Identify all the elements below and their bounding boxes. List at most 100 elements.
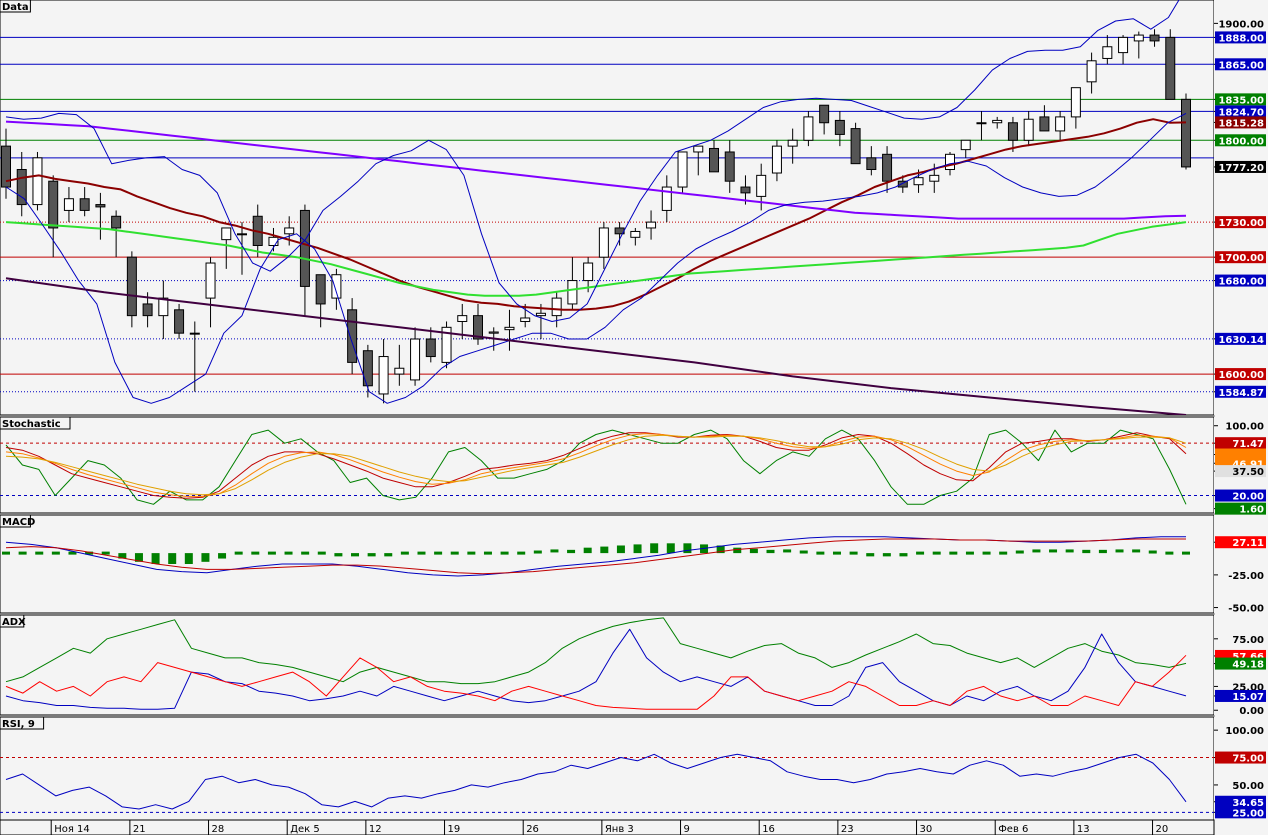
histogram-bar — [201, 553, 210, 562]
y-tick-label: 1900.00 — [1218, 19, 1264, 30]
histogram-bar — [916, 551, 925, 555]
x-axis: Ноя 14 21 28 Дек 5 12 19 26 Янв 3 9 16 23 30 Фев 6 13… — [0, 819, 1215, 835]
panel-title-box — [0, 0, 31, 13]
candle-body — [1118, 36, 1129, 54]
candle-body — [630, 230, 641, 238]
y-tick-label-bg — [1215, 116, 1266, 129]
candle-body — [268, 236, 279, 246]
histogram-bar — [517, 551, 526, 555]
panel-title: ADX — [2, 617, 26, 628]
x-tick-label: 19 — [448, 824, 461, 835]
candle-body — [79, 198, 90, 211]
candle-body — [457, 315, 468, 322]
histogram-bar — [716, 545, 725, 554]
histogram-bar — [500, 551, 509, 555]
histogram-bar — [1049, 549, 1058, 553]
x-tick-label: 30 — [920, 824, 933, 835]
histogram-bar — [783, 549, 792, 553]
candle-body — [756, 174, 767, 197]
x-tick-label: 16 — [762, 824, 775, 835]
candle-body — [394, 367, 405, 375]
histogram-bar — [118, 553, 127, 559]
histogram-bar — [965, 551, 974, 555]
candle-body — [1133, 34, 1144, 42]
histogram-bar — [317, 551, 326, 555]
histogram-bar — [683, 543, 692, 554]
y-tick-label: 1815.28 — [1218, 118, 1264, 129]
y-tick-label: 25.00 — [1232, 808, 1264, 819]
y-tick-label: 46.91 — [1232, 459, 1264, 470]
plot-area — [5, 617, 1187, 710]
y-tick-label: 1680.00 — [1218, 277, 1264, 288]
y-tick-label: -50.00 — [1228, 604, 1264, 615]
candle-body — [284, 227, 295, 235]
y-tick-label-bg — [1215, 465, 1266, 478]
histogram-bar — [1132, 549, 1141, 553]
histogram-bar — [1098, 549, 1107, 554]
histogram-bar — [251, 551, 260, 555]
candle-body — [174, 309, 185, 334]
histogram-bar — [999, 551, 1008, 555]
candle-body — [819, 104, 830, 124]
histogram-bar — [101, 551, 110, 555]
series-line-1 — [5, 617, 1187, 685]
candle-body — [693, 145, 704, 153]
candle-body — [331, 274, 342, 299]
candle-body — [1055, 116, 1066, 132]
plot-area — [0, 429, 1214, 505]
candle-body — [48, 180, 59, 229]
candle-body — [441, 326, 452, 363]
series-line-5 — [5, 112, 1187, 404]
candle-body — [1039, 116, 1050, 132]
candle-body — [299, 209, 310, 287]
panel-3: MACD 27.11 -25.00 -50.00 — [0, 514, 1268, 615]
y-tick-label-bg — [1215, 502, 1266, 515]
y-tick-label: 1600.00 — [1218, 370, 1264, 381]
panel-title: MACD — [2, 517, 35, 528]
histogram-bar — [982, 551, 991, 555]
histogram-bar — [866, 553, 875, 557]
histogram-bar — [949, 551, 958, 555]
histogram-bar — [134, 553, 143, 562]
y-tick-label-bg — [1215, 795, 1266, 808]
y-tick-label: 20.00 — [1232, 492, 1264, 503]
y-tick-label: 1700.00 — [1218, 253, 1264, 264]
candle-body — [787, 139, 798, 147]
histogram-bar — [367, 553, 376, 557]
y-tick-label: 49.18 — [1232, 660, 1264, 671]
y-tick-label: 27.11 — [1232, 538, 1264, 549]
candle-body — [378, 356, 389, 395]
candle-body — [1007, 122, 1018, 141]
candle-body — [1165, 36, 1176, 100]
histogram-bar — [832, 551, 841, 555]
y-tick-label-bg — [1215, 689, 1266, 702]
y-tick-label: 1.60 — [1239, 505, 1264, 516]
y-tick-label: 1888.00 — [1218, 33, 1264, 44]
y-tick-label-bg — [1215, 160, 1266, 173]
y-tick-label: 34.65 — [1232, 798, 1264, 809]
y-tick-label-bg — [1215, 134, 1266, 147]
x-tick-label: 26 — [526, 824, 539, 835]
panel-frame — [0, 716, 1215, 821]
x-tick-label: 13 — [1077, 824, 1090, 835]
y-tick-label: 75.00 — [1232, 635, 1264, 646]
histogram-bar — [1182, 551, 1190, 555]
candle-body — [520, 317, 531, 322]
y-tick-label: 100.00 — [1225, 726, 1264, 737]
candle-body — [189, 332, 200, 335]
histogram-bar — [18, 551, 27, 555]
candle-body — [976, 122, 987, 125]
histogram-bar — [284, 551, 293, 555]
histogram-bar — [151, 553, 160, 564]
y-tick-label-bg — [1215, 368, 1266, 381]
panel-title-box — [0, 716, 45, 730]
histogram-bar — [1015, 550, 1024, 554]
y-tick-label-bg — [1215, 437, 1266, 450]
panel-frame — [0, 514, 1215, 614]
candle-body — [551, 297, 562, 317]
series-line-3 — [5, 120, 1187, 220]
candle-body — [504, 326, 515, 331]
y-tick-label: 1824.70 — [1218, 107, 1264, 118]
